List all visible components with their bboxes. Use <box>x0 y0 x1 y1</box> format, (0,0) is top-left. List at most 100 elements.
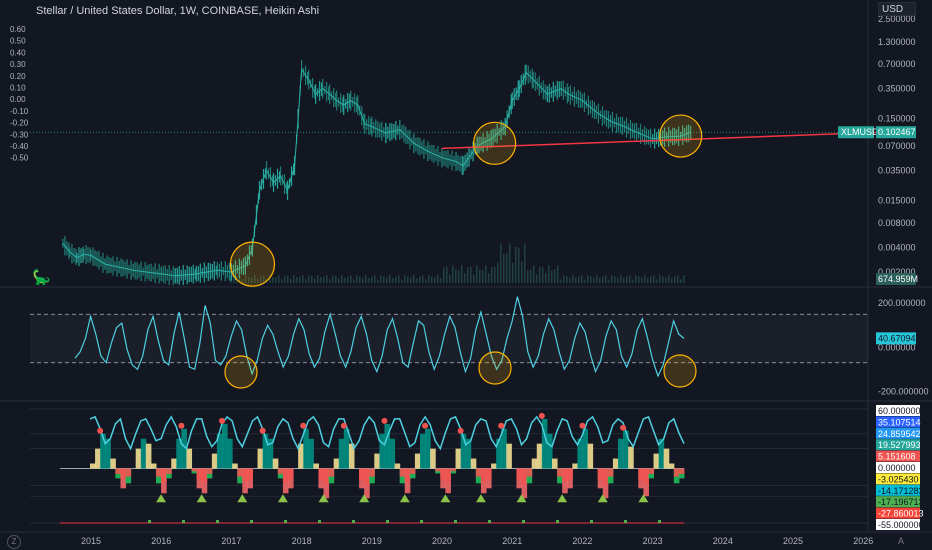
volume-bar <box>332 275 334 283</box>
osc2-area-bar <box>95 448 101 469</box>
osc2-inner-bar <box>673 468 680 477</box>
volume-bar <box>683 275 685 283</box>
osc2-signal-dot <box>182 520 185 523</box>
osc2-area-bar <box>496 438 502 469</box>
osc2-area-bar <box>308 438 314 469</box>
volume-bar <box>566 276 568 283</box>
osc2-line <box>89 415 685 451</box>
osc2-area-bar <box>171 458 177 469</box>
volume-bar <box>467 267 469 283</box>
osc2-area-bar <box>100 433 106 469</box>
time-axis-tick-label: 2024 <box>713 536 733 546</box>
osc2-value-label: 19.527993 <box>878 440 921 450</box>
price-axis-tick-label: 0.350000 <box>878 84 916 94</box>
osc2-peak-dot <box>579 422 586 429</box>
osc2-area-bar <box>546 433 553 469</box>
volume-bar <box>434 277 436 283</box>
symbol-label: XLMUSD <box>841 127 879 137</box>
osc2-inner-bar <box>201 468 208 483</box>
volume-bar <box>350 275 352 283</box>
osc2-area-bar <box>90 463 96 469</box>
volume-bar <box>644 275 646 283</box>
osc2-peak-dot <box>219 417 225 424</box>
volume-bar <box>251 277 253 283</box>
volume-bar <box>590 276 592 283</box>
volume-bar <box>464 273 466 283</box>
osc2-area-bar <box>623 430 629 469</box>
volume-bar <box>368 277 370 283</box>
osc2-area-bar <box>298 443 304 469</box>
osc2-area-bar <box>430 448 436 469</box>
osc2-signal-dot <box>658 520 661 523</box>
osc2-inner-bar <box>678 468 685 474</box>
osc2-inner-bar <box>247 468 253 480</box>
volume-bar <box>545 272 547 283</box>
volume-bar <box>632 279 634 283</box>
volume-bar <box>524 243 526 283</box>
highlight-circle <box>473 121 517 165</box>
osc2-buy-triangle <box>597 494 608 503</box>
osc2-area-bar <box>612 458 619 469</box>
volume-bar <box>473 274 475 283</box>
osc2-area-bar <box>506 443 512 469</box>
volume-bar <box>593 278 595 283</box>
volume-bar <box>392 278 394 283</box>
volume-bar <box>587 275 589 283</box>
volume-bar <box>551 270 553 283</box>
volume-bar <box>308 275 310 283</box>
volume-bar <box>386 277 388 283</box>
osc2-area-bar <box>343 428 350 469</box>
volume-bar <box>422 275 424 283</box>
volume-bar <box>677 275 679 283</box>
osc2-area-bar <box>267 438 274 469</box>
time-axis-tick-label: 2026 <box>853 536 873 546</box>
tradingview-logo-icon: 🦕 <box>32 269 51 286</box>
time-axis-tick-label: 2020 <box>432 536 452 546</box>
osc2-inner-bar <box>282 468 289 483</box>
osc2-area-bar <box>582 428 589 469</box>
osc2-buy-triangle <box>156 494 167 503</box>
timezone-icon[interactable]: Z <box>7 535 21 549</box>
osc2-area-bar <box>394 463 401 469</box>
osc2-inner-bar <box>648 468 655 474</box>
osc2-inner-bar <box>638 468 644 480</box>
osc2-area-bar <box>181 428 187 469</box>
osc2-area-bar <box>577 438 583 469</box>
osc2-area-bar <box>379 433 385 469</box>
volume-bar <box>311 276 313 283</box>
osc2-value-label: 24.859542 <box>878 429 921 439</box>
osc1-axis-tick-label: 200.000000 <box>878 298 926 308</box>
volume-bar <box>620 275 622 283</box>
volume-bar <box>305 279 307 283</box>
highlight-circle <box>478 351 512 385</box>
osc2-signal-dot <box>420 520 423 523</box>
volume-bar <box>281 278 283 283</box>
volume-bar <box>575 277 577 283</box>
volume-bar <box>362 278 364 283</box>
osc2-inner-bar <box>597 468 604 480</box>
osc2-inner-bar <box>440 468 446 480</box>
last-price-label: 0.102467 <box>878 127 916 137</box>
left-axis-tick-label: 0.20 <box>10 72 26 81</box>
osc2-area-bar <box>313 463 319 469</box>
osc2-signal-dot <box>148 520 151 523</box>
osc2-inner-bar <box>562 468 568 483</box>
price-axis-tick-label: 0.150000 <box>878 114 916 124</box>
auto-scale-icon[interactable]: A <box>898 536 905 546</box>
volume-bar <box>410 277 412 283</box>
osc2-area-bar <box>460 433 467 469</box>
osc2-inner-bar <box>607 468 614 477</box>
volume-bar <box>359 276 361 283</box>
left-axis-tick-label: 0.00 <box>10 95 26 104</box>
currency-selector[interactable]: USD <box>878 2 916 16</box>
volume-bar <box>248 276 250 283</box>
volume-bar <box>341 275 343 283</box>
volume-bar <box>647 278 649 283</box>
osc2-area-bar <box>501 428 507 469</box>
volume-bar <box>659 275 661 283</box>
price-line <box>62 68 692 277</box>
volume-bar <box>494 266 496 283</box>
osc2-peak-dot <box>422 422 429 429</box>
osc2-area-bar <box>653 453 660 469</box>
